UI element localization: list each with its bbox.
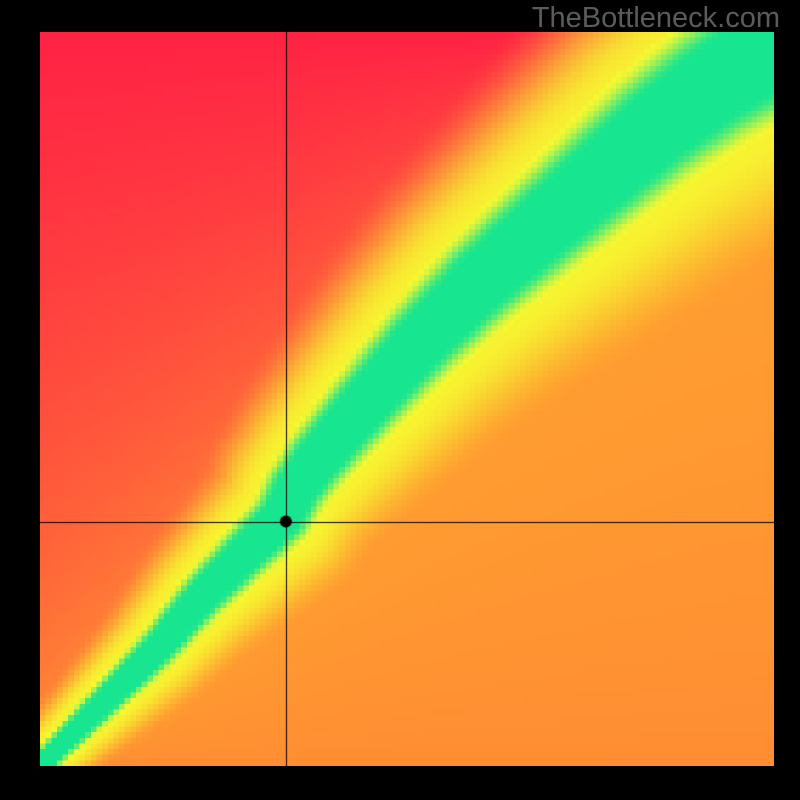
watermark-text: TheBottleneck.com xyxy=(532,2,780,35)
chart-container: TheBottleneck.com xyxy=(0,0,800,800)
crosshair-overlay xyxy=(40,32,774,766)
